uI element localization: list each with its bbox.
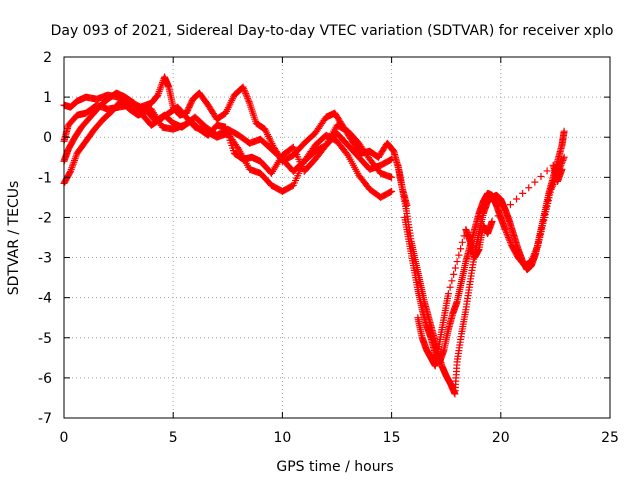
- data-point: [388, 187, 396, 195]
- plot-frame: [63, 56, 611, 419]
- x-tick-label: 10: [273, 430, 291, 446]
- data-point: [488, 217, 496, 225]
- data-point: [455, 251, 463, 259]
- series-track-7: [414, 161, 566, 370]
- x-tick-label: 5: [169, 430, 178, 446]
- data-point: [529, 253, 537, 261]
- data-point: [502, 229, 510, 237]
- y-tick-label: -2: [38, 210, 52, 226]
- data-point: [387, 156, 395, 164]
- data-point: [560, 153, 568, 161]
- data-point: [506, 238, 514, 246]
- data-point: [241, 88, 249, 96]
- data-point: [444, 290, 452, 298]
- data-point: [240, 85, 248, 93]
- data-point: [453, 258, 461, 266]
- data-point: [506, 237, 514, 245]
- axis-ticks: 0 5 10 15 20 25 -7 -6 -5 -4 -3 -2 -1 0 1 2: [38, 50, 619, 446]
- x-tick-label: 0: [60, 430, 69, 446]
- data-point: [547, 185, 555, 193]
- data-point: [557, 161, 565, 169]
- data-point: [239, 83, 247, 91]
- data-point: [504, 232, 512, 240]
- y-tick-label: 1: [43, 90, 52, 106]
- data-point: [533, 245, 541, 253]
- data-point: [543, 167, 551, 175]
- data-point: [531, 178, 539, 186]
- data-point: [450, 270, 458, 278]
- y-tick-label: -3: [38, 251, 52, 267]
- data-point: [506, 201, 514, 209]
- data-point: [494, 212, 502, 220]
- y-tick-label: -5: [38, 331, 52, 347]
- y-tick-label: -1: [38, 170, 52, 186]
- data-point: [560, 127, 568, 135]
- data-point: [519, 189, 527, 197]
- data-point: [240, 86, 248, 94]
- y-tick-label: -4: [38, 291, 52, 307]
- data-point: [529, 254, 537, 262]
- data-point: [245, 98, 253, 106]
- data-point: [550, 179, 558, 187]
- data-point: [244, 94, 252, 102]
- data-point: [548, 182, 556, 190]
- data-point: [525, 184, 533, 192]
- series-track-5: [394, 127, 568, 398]
- y-tick-label: 0: [43, 130, 52, 146]
- data-point: [558, 158, 566, 166]
- data-point: [530, 251, 538, 259]
- data-point: [244, 96, 252, 104]
- data-point: [505, 235, 513, 243]
- data-point: [451, 264, 459, 272]
- data-point: [503, 230, 511, 238]
- data-point: [531, 248, 539, 256]
- data-point: [446, 283, 454, 291]
- data-point: [532, 246, 540, 254]
- data-point: [537, 173, 545, 181]
- data-point: [388, 173, 396, 181]
- data-point: [243, 93, 251, 101]
- x-tick-label: 25: [601, 430, 619, 446]
- data-point: [500, 206, 508, 214]
- data-point: [458, 238, 466, 246]
- data-point: [548, 184, 556, 192]
- chart-title: Day 093 of 2021, Sidereal Day-to-day VTE…: [51, 23, 614, 39]
- x-tick-label: 15: [383, 430, 401, 446]
- data-point: [242, 91, 250, 99]
- y-tick-label: -6: [38, 371, 52, 387]
- y-axis-label: SDTVAR / TECUs: [6, 181, 22, 296]
- data-point: [528, 256, 536, 264]
- data-point: [457, 245, 465, 253]
- data-point: [502, 227, 510, 235]
- data-point: [387, 188, 395, 196]
- x-tick-label: 20: [492, 430, 510, 446]
- data-point: [66, 169, 74, 177]
- x-axis-label: GPS time / hours: [276, 459, 393, 475]
- y-tick-label: 2: [43, 50, 52, 66]
- data-point: [549, 181, 557, 189]
- data-point: [559, 155, 567, 163]
- data-point: [533, 243, 541, 251]
- data-point: [242, 90, 250, 98]
- data-point: [559, 156, 567, 164]
- data-point: [513, 195, 521, 203]
- data-point: [501, 225, 509, 233]
- data-point: [448, 277, 456, 285]
- y-tick-label: -7: [38, 411, 52, 427]
- series-track-6: [401, 153, 568, 366]
- data-point: [388, 155, 396, 163]
- data-point: [527, 258, 535, 266]
- data-points: [60, 73, 568, 398]
- series-track-4: [60, 97, 396, 187]
- data-point: [531, 250, 539, 258]
- data-point: [504, 234, 512, 241]
- data-point: [558, 165, 566, 173]
